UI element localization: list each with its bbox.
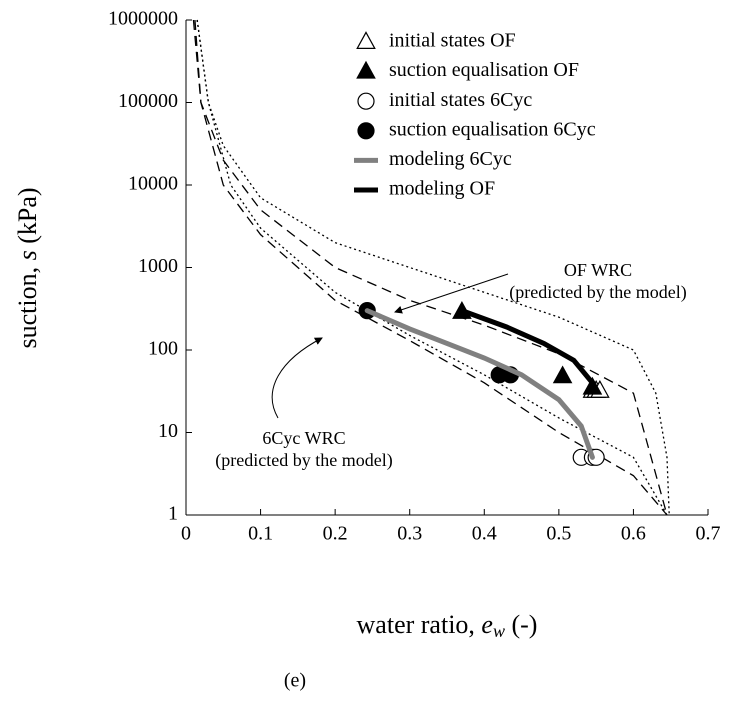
x-label-symbol: e — [481, 610, 493, 639]
x-tick-label: 0.4 — [472, 523, 497, 545]
x-tick-label: 0.1 — [248, 523, 273, 545]
annotation: OF WRC — [564, 260, 632, 280]
marker — [552, 365, 573, 384]
y-tick-label: 1 — [168, 503, 178, 525]
y-tick-label: 10 — [158, 420, 178, 442]
y-label-text: suction, — [13, 260, 42, 348]
y-label-symbol: s — [13, 250, 42, 260]
wrc-curve — [194, 19, 668, 516]
legend-marker — [356, 31, 376, 49]
legend-label: suction equalisation 6Cyc — [389, 118, 596, 140]
x-tick-label: 0.6 — [621, 523, 646, 545]
x-label-unit: (-) — [505, 610, 537, 639]
legend-marker — [357, 122, 375, 140]
arrow — [394, 273, 509, 314]
x-label-text: water ratio, — [357, 610, 482, 639]
legend-label: modeling 6Cyc — [389, 148, 512, 170]
legend-label: suction equalisation OF — [389, 59, 579, 81]
y-tick-label: 100000 — [118, 90, 178, 112]
legend-label: initial states OF — [389, 30, 516, 52]
model-line — [364, 308, 595, 460]
model-line — [459, 308, 599, 394]
annotation: (predicted by the model) — [509, 282, 686, 303]
x-axis-label: water ratio, ew (-) — [357, 610, 538, 641]
x-tick-label: 0.5 — [546, 523, 571, 545]
annotation: (predicted by the model) — [215, 450, 392, 471]
y-axis-label: suction, s (kPa) — [13, 187, 42, 348]
legend-marker — [356, 60, 376, 79]
y-label-unit: (kPa) — [13, 187, 42, 250]
wrc-curve — [196, 19, 670, 516]
legend-marker — [357, 92, 375, 110]
wrc-curve — [196, 19, 668, 516]
annotation: 6Cyc WRC — [262, 428, 345, 448]
x-tick-label: 0.7 — [696, 523, 721, 545]
legend-label: modeling OF — [389, 178, 495, 200]
y-tick-label: 100 — [148, 338, 178, 360]
x-tick-label: 0 — [181, 523, 191, 545]
x-label-subscript: w — [493, 621, 505, 641]
arrow — [271, 337, 323, 419]
x-tick-label: 0.3 — [397, 523, 422, 545]
y-tick-label: 1000 — [138, 255, 178, 277]
legend-label: initial states 6Cyc — [389, 89, 532, 111]
x-tick-label: 0.2 — [323, 523, 348, 545]
y-tick-label: 1000000 — [108, 8, 178, 30]
caption: (e) — [284, 670, 306, 692]
y-tick-label: 10000 — [128, 173, 178, 195]
